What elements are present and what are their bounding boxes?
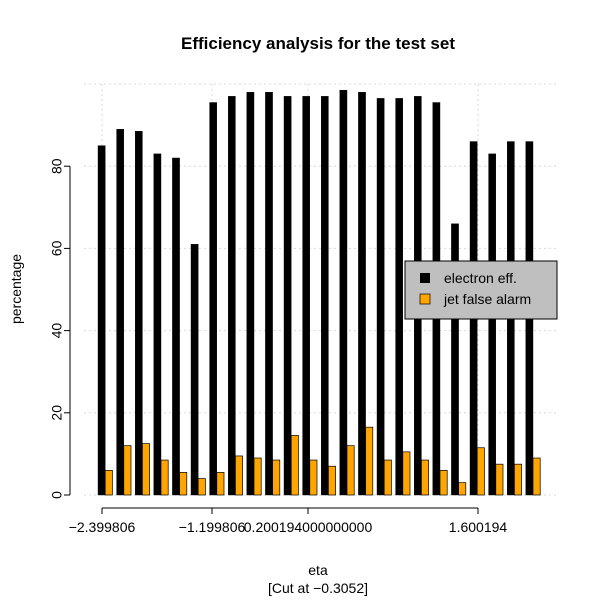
y-tick-label-4: 80 — [49, 158, 65, 174]
bar-series-1-group-9 — [272, 459, 281, 496]
bar-series-1-group-15 — [383, 459, 392, 496]
bar-series-0-group-0 — [97, 145, 106, 496]
bar-series-1-group-14 — [365, 426, 374, 496]
legend-box — [404, 260, 558, 320]
bar-series-1-group-12 — [328, 465, 336, 496]
y-tick-label-2: 40 — [49, 323, 65, 339]
chart-subtitle: [Cut at −0.3052] — [268, 580, 368, 596]
bar-series-0-group-16 — [395, 98, 404, 496]
legend-swatch-jet-false-alarm — [419, 293, 431, 305]
bar-series-0-group-11 — [302, 96, 311, 496]
axes-layer: 0 20 40 60 80 −2.399806 −1.1998060.20019400000… — [49, 158, 508, 535]
x-tick-label-2: 0.200194000000000 — [244, 519, 373, 535]
bar-series-0-group-1 — [116, 129, 124, 496]
bar-series-1-group-7 — [235, 455, 243, 496]
bar-series-1-group-19 — [458, 482, 467, 496]
bar-series-0-group-8 — [246, 92, 255, 496]
legend: electron eff. jet false alarm — [404, 260, 558, 320]
bar-series-0-group-19 — [451, 223, 459, 496]
bar-series-1-group-20 — [476, 447, 485, 496]
legend-label-jet-false-alarm: jet false alarm — [443, 291, 531, 307]
bar-series-1-group-22 — [514, 463, 522, 496]
bar-series-1-group-3 — [160, 459, 169, 496]
y-axis-label: percentage — [8, 254, 24, 324]
bar-series-0-group-7 — [227, 96, 236, 496]
bar-series-0-group-21 — [488, 153, 497, 496]
bar-series-0-group-9 — [265, 92, 273, 496]
bar-series-0-group-14 — [358, 92, 366, 496]
bar-series-0-group-10 — [283, 96, 292, 496]
bar-series-0-group-12 — [321, 96, 329, 496]
bar-series-1-group-16 — [402, 451, 411, 496]
bar-series-0-group-13 — [339, 89, 348, 496]
bar-series-1-group-8 — [253, 457, 262, 496]
bar-series-0-group-4 — [172, 157, 180, 496]
legend-swatch-electron-eff — [420, 273, 430, 283]
bar-series-1-group-17 — [421, 459, 429, 496]
bar-series-1-group-10 — [290, 435, 299, 496]
bar-series-1-group-1 — [123, 445, 132, 496]
bar-series-1-group-11 — [309, 459, 318, 496]
bar-series-1-group-13 — [346, 445, 355, 496]
y-tick-label-3: 60 — [49, 240, 65, 256]
x-tick-label-1: −1.199806 — [179, 519, 246, 535]
bar-series-1-group-6 — [216, 472, 225, 496]
bar-series-1-group-0 — [104, 469, 113, 496]
y-tick-label-0: 0 — [49, 491, 65, 499]
legend-label-electron-eff: electron eff. — [444, 270, 517, 286]
bar-series-1-group-18 — [439, 469, 448, 496]
x-tick-label-3: 1.600194 — [449, 519, 508, 535]
bar-series-1-group-23 — [532, 457, 541, 496]
bar-series-1-group-4 — [179, 472, 188, 496]
bar-series-0-group-5 — [190, 244, 199, 496]
bar-series-0-group-2 — [134, 131, 143, 496]
bar-series-1-group-5 — [197, 478, 206, 496]
bar-series-0-group-3 — [153, 153, 162, 496]
bar-series-1-group-21 — [495, 463, 504, 496]
bar-series-1-group-2 — [142, 443, 150, 496]
chart-title: Efficiency analysis for the test set — [181, 34, 455, 53]
y-tick-label-1: 20 — [49, 405, 65, 421]
x-tick-label-0: −2.399806 — [69, 519, 136, 535]
x-axis-label: eta — [308, 562, 328, 578]
bar-series-0-group-6 — [209, 102, 218, 496]
bar-series-0-group-15 — [376, 98, 385, 496]
